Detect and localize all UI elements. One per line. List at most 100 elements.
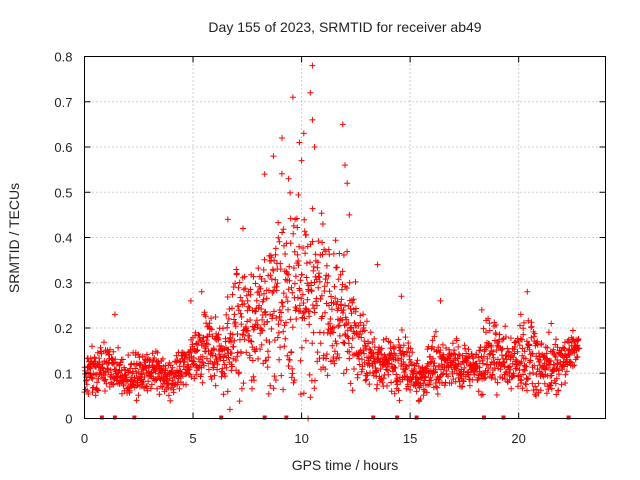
data-point [230, 355, 237, 362]
data-point [220, 325, 226, 332]
data-point [304, 296, 311, 303]
data-point [558, 381, 565, 388]
data-point [272, 377, 279, 383]
data-point [286, 357, 293, 363]
data-point [263, 295, 270, 302]
data-point [265, 354, 272, 361]
data-point [349, 299, 356, 306]
data-point [575, 336, 582, 342]
data-point [212, 314, 219, 320]
data-point [247, 317, 254, 323]
data-point [422, 373, 429, 380]
data-point [287, 240, 294, 247]
data-point [492, 376, 499, 383]
data-point [136, 354, 143, 361]
data-point [487, 361, 494, 368]
data-point [270, 267, 277, 274]
x-axis-marker [132, 415, 137, 420]
data-point [188, 373, 195, 380]
data-point [434, 384, 441, 391]
data-point [384, 382, 390, 389]
data-point [314, 349, 321, 356]
data-point [413, 388, 420, 395]
data-point [119, 356, 126, 363]
data-point [332, 295, 339, 302]
data-point [271, 337, 278, 344]
x-tick-label: 10 [294, 431, 308, 446]
data-point [576, 345, 583, 352]
data-point [170, 389, 177, 396]
data-point [156, 362, 163, 369]
data-point [545, 365, 552, 371]
data-point [217, 354, 224, 361]
data-point [552, 353, 559, 360]
data-point [271, 373, 278, 380]
data-point [498, 346, 505, 353]
data-point [439, 341, 446, 348]
data-point [220, 391, 227, 398]
data-point [261, 256, 268, 263]
data-point [287, 189, 294, 196]
data-point [110, 348, 117, 355]
data-point [486, 327, 493, 334]
data-point [247, 291, 254, 298]
data-point [278, 299, 285, 306]
data-point [466, 382, 473, 389]
data-point [405, 383, 412, 390]
data-point [366, 346, 373, 353]
data-point [347, 380, 354, 387]
data-point [543, 390, 550, 397]
data-point [187, 297, 194, 304]
data-point [238, 321, 245, 328]
data-point [154, 385, 161, 392]
data-point [274, 280, 281, 287]
data-point [455, 374, 462, 381]
data-point [480, 353, 487, 360]
data-point [449, 340, 456, 347]
data-point [193, 371, 200, 378]
data-point [443, 345, 449, 351]
data-point [358, 356, 365, 363]
data-point [293, 316, 300, 322]
data-point [342, 162, 348, 169]
data-point [290, 379, 297, 386]
data-point [311, 305, 318, 312]
data-point [306, 313, 313, 320]
y-tick-label: 0.7 [54, 95, 72, 110]
data-point [318, 210, 325, 217]
x-axis-marker [112, 415, 117, 420]
data-point [277, 344, 284, 351]
data-point [285, 363, 292, 369]
data-point [225, 346, 232, 353]
data-point [280, 328, 287, 335]
data-point [334, 264, 340, 271]
data-point [99, 361, 106, 368]
data-point [300, 130, 307, 137]
data-point [156, 391, 163, 398]
data-point [289, 289, 296, 296]
data-point [198, 371, 205, 378]
data-point [201, 309, 208, 316]
data-point [200, 334, 207, 341]
data-point [303, 260, 310, 267]
data-point [280, 386, 287, 393]
data-point [223, 364, 230, 371]
data-point [255, 355, 261, 362]
data-point [262, 278, 268, 285]
data-point [521, 348, 528, 355]
data-point [285, 271, 292, 278]
data-point [520, 325, 527, 332]
data-point [104, 365, 111, 372]
data-point [517, 335, 524, 342]
data-point [315, 284, 322, 291]
data-point [330, 250, 337, 257]
data-point [437, 347, 444, 354]
data-point [107, 346, 113, 353]
data-point [506, 376, 513, 383]
data-point [291, 280, 298, 287]
data-point [328, 328, 335, 335]
data-point [279, 229, 286, 236]
data-point [310, 263, 317, 270]
data-point [566, 339, 572, 346]
data-point [360, 311, 367, 318]
